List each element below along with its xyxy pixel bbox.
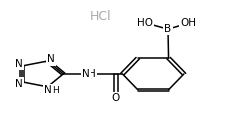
Text: N: N [47, 54, 55, 64]
Text: HCl: HCl [90, 10, 112, 23]
Text: H: H [88, 69, 96, 79]
Text: N: N [44, 85, 52, 95]
Text: OH: OH [180, 18, 196, 28]
Text: H: H [52, 86, 58, 95]
Text: HO: HO [137, 18, 153, 28]
Text: N: N [15, 59, 23, 69]
Text: N: N [82, 69, 90, 79]
Text: B: B [164, 24, 172, 34]
Text: O: O [112, 93, 120, 103]
Text: N: N [15, 79, 23, 89]
